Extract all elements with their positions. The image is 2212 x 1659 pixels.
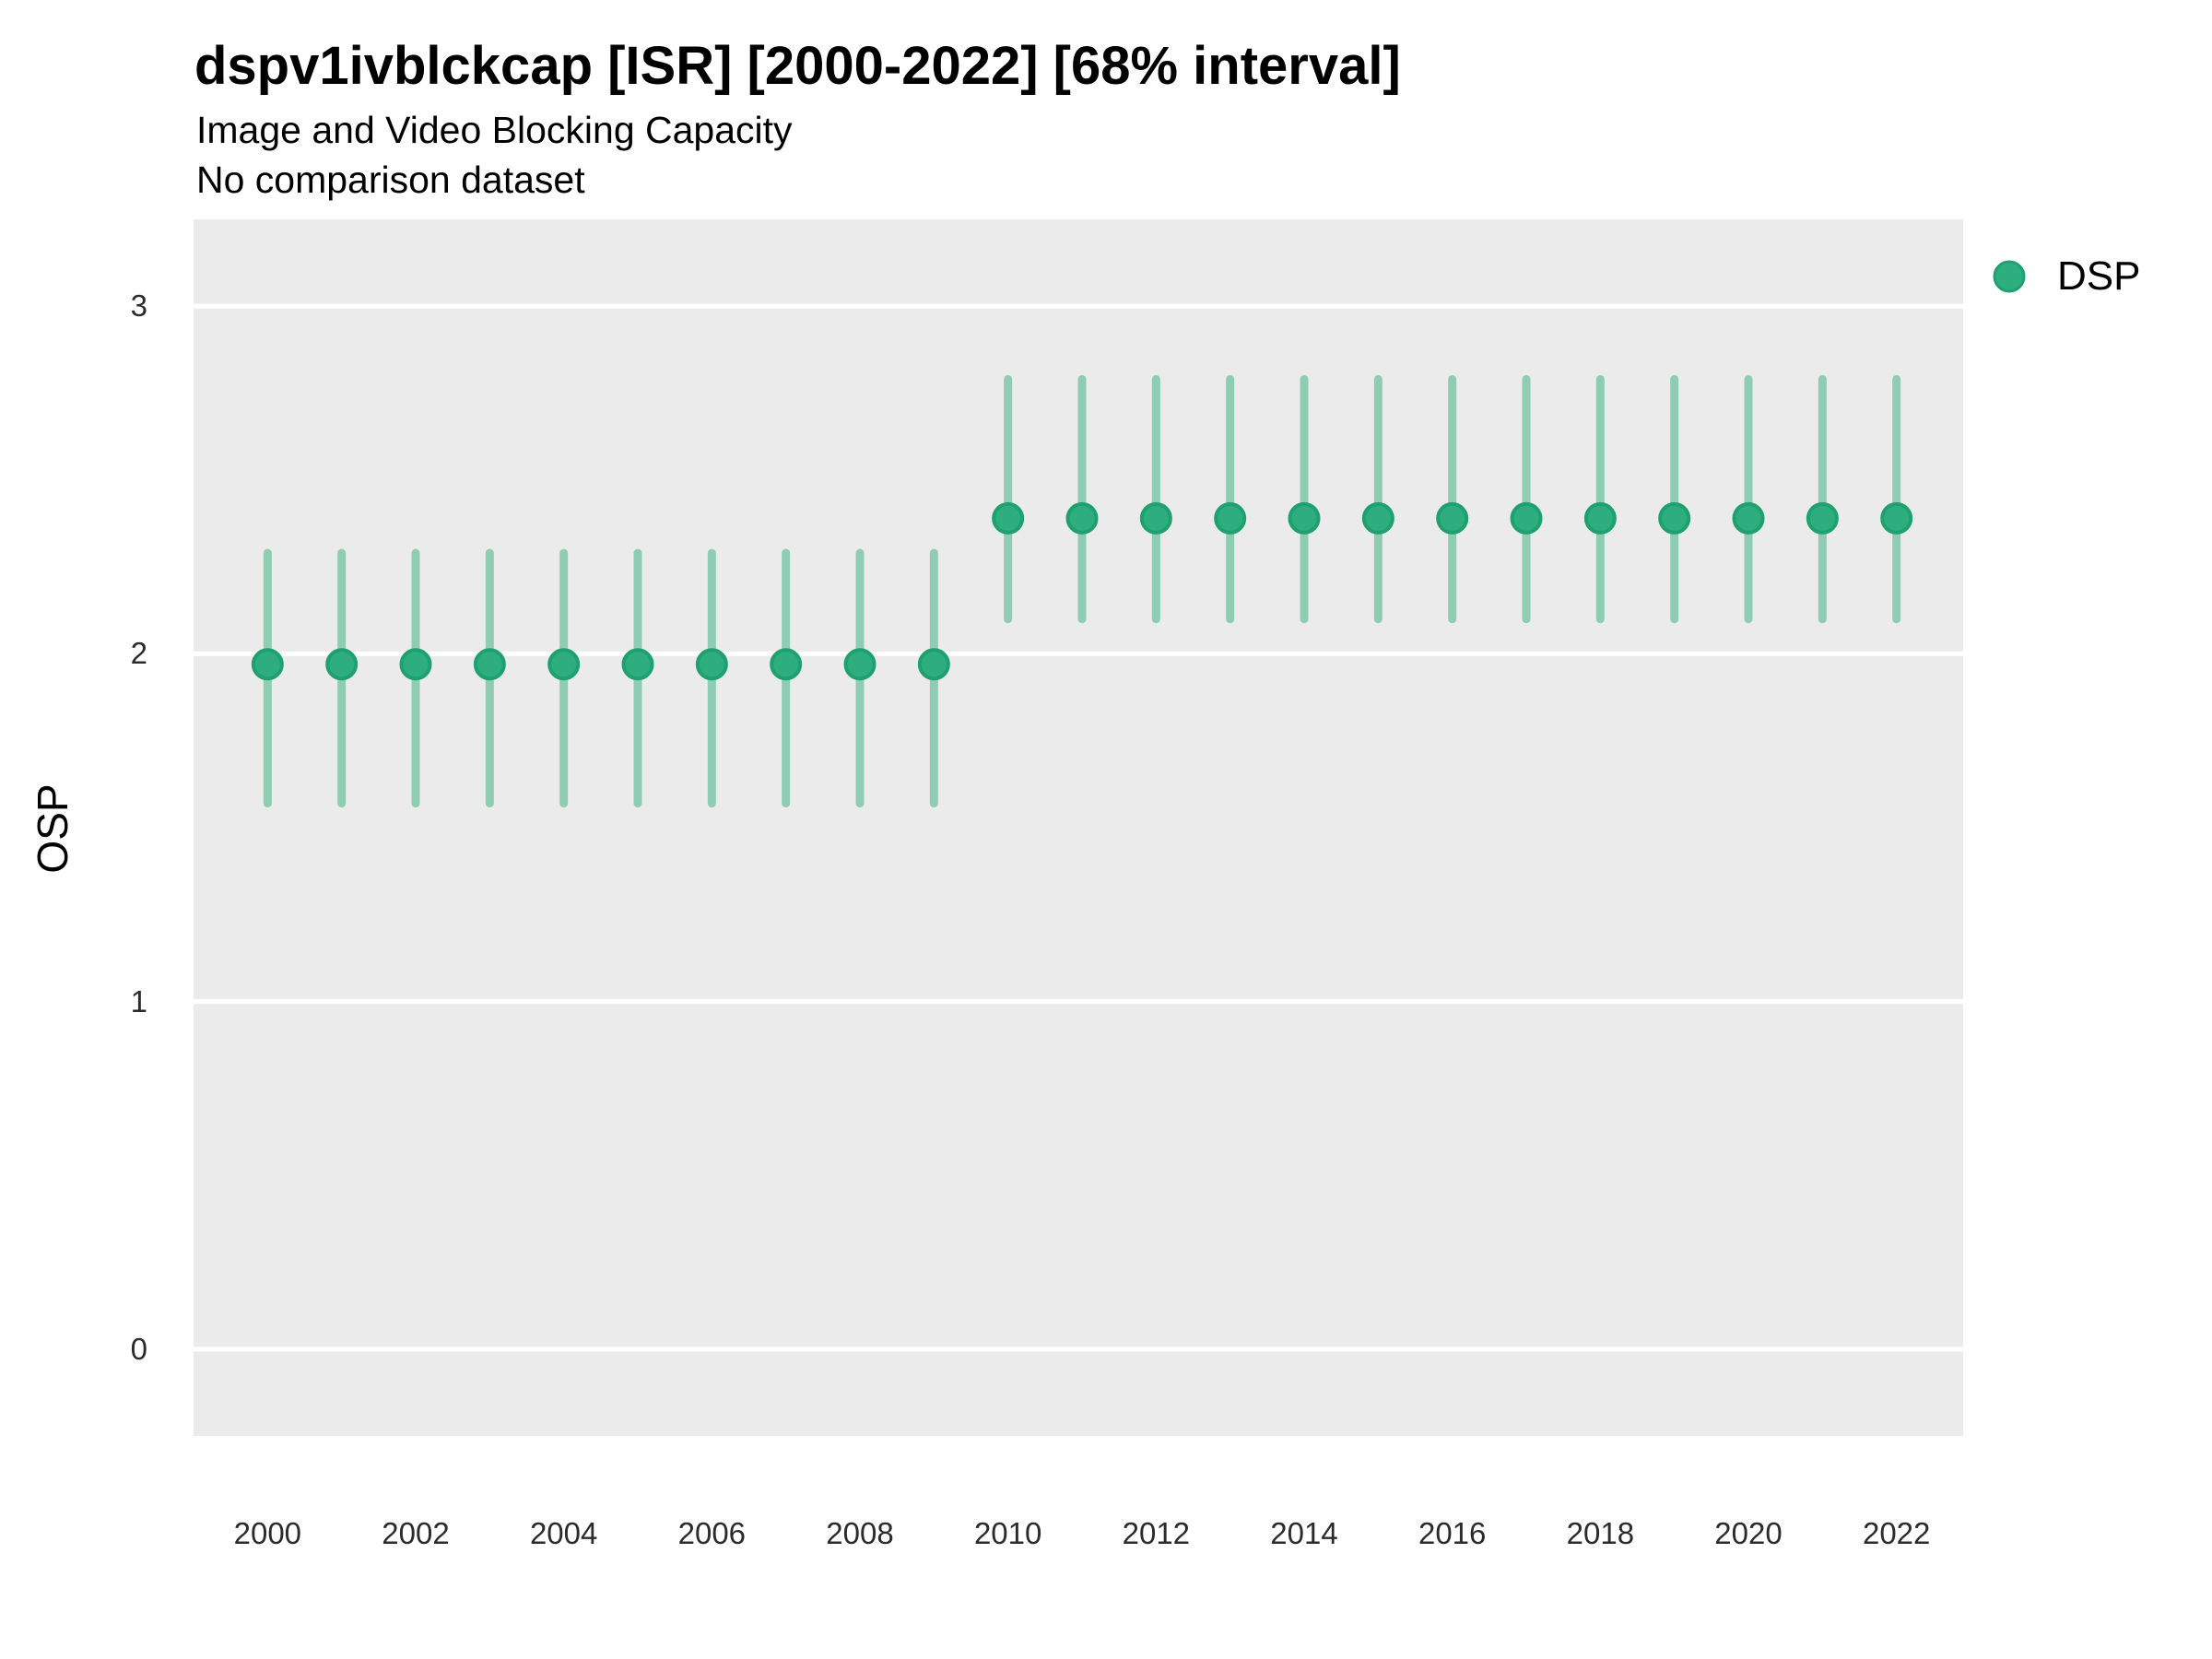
x-tick-label-2002: 2002 [382, 1516, 450, 1550]
point-marker-2002 [399, 648, 432, 681]
x-tick-label-2006: 2006 [677, 1516, 747, 1550]
x-tick-label-2014: 2014 [1270, 1516, 1338, 1550]
point-marker-2020 [1732, 501, 1765, 535]
point-marker-2005 [621, 648, 654, 681]
y-tick-label-0: 0 [130, 1331, 147, 1366]
y-tick-label-1: 1 [130, 983, 147, 1018]
legend: DSP [1989, 249, 2140, 304]
point-marker-2013 [1214, 501, 1247, 535]
plot-panel [194, 219, 1963, 1436]
x-tick-label-2000: 2000 [233, 1516, 302, 1550]
x-tick-label-2008: 2008 [826, 1516, 894, 1550]
pointrange-chart [194, 303, 1963, 1352]
x-tick-label-2010: 2010 [973, 1516, 1042, 1550]
x-tick-label-2018: 2018 [1566, 1516, 1635, 1550]
x-tick-label-2020: 2020 [1714, 1516, 1783, 1550]
x-tick-label-2022: 2022 [1862, 1516, 1931, 1550]
point-marker-2019 [1658, 501, 1691, 535]
point-marker-2009 [917, 648, 950, 681]
point-marker-2000 [251, 648, 284, 681]
point-marker-2014 [1288, 501, 1321, 535]
point-marker-2021 [1806, 501, 1839, 535]
y-tick-label-3: 3 [130, 288, 147, 324]
point-marker-2010 [992, 501, 1025, 535]
point-marker-2018 [1583, 501, 1617, 535]
point-marker-2008 [843, 648, 877, 681]
legend-point-icon [1993, 260, 2026, 293]
point-marker-2004 [547, 648, 581, 681]
x-tick-label-2012: 2012 [1122, 1516, 1191, 1550]
point-marker-2011 [1065, 501, 1099, 535]
point-marker-2007 [770, 648, 803, 681]
point-marker-2012 [1139, 501, 1172, 535]
point-marker-2022 [1880, 501, 1913, 535]
page-subtitle: Image and Video Blocking Capacity [196, 109, 793, 151]
y-tick-label-2: 2 [130, 636, 147, 671]
point-marker-2006 [695, 648, 728, 681]
point-marker-2015 [1361, 501, 1394, 535]
point-marker-2016 [1436, 501, 1469, 535]
page-title: dspv1ivblckcap [ISR] [2000-2022] [68% in… [194, 36, 1401, 96]
legend-label: DSP [2057, 253, 2141, 299]
point-marker-2003 [473, 648, 506, 681]
comparison-note: No comparison dataset [196, 159, 585, 201]
x-tick-label-2004: 2004 [529, 1516, 598, 1550]
point-marker-2017 [1510, 501, 1543, 535]
y-axis-title: OSP [29, 783, 76, 874]
x-tick-label-2016: 2016 [1418, 1516, 1487, 1550]
point-marker-2001 [325, 648, 359, 681]
